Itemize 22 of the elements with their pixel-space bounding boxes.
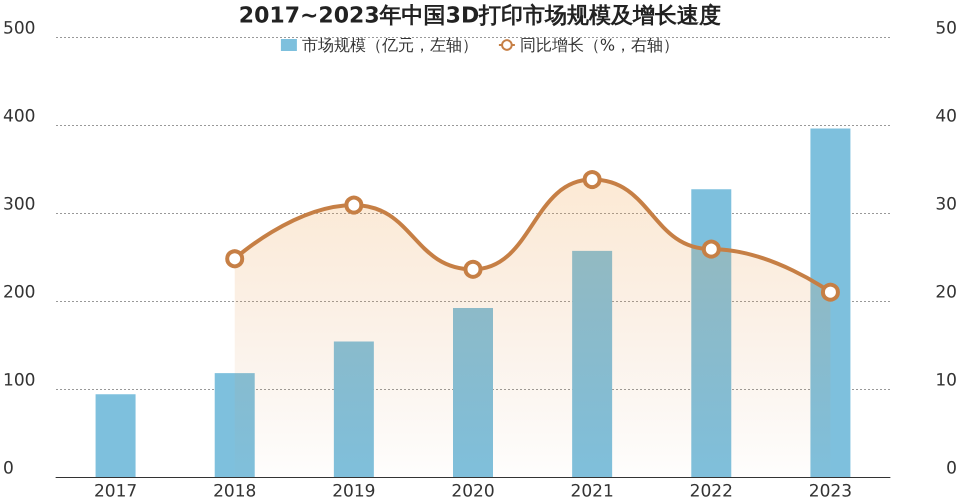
x-tick-label: 2018 [213,482,256,500]
y-tick-label: 0 [3,458,14,478]
legend-label: 市场规模（亿元，左轴） [302,36,478,54]
chart-title: 2017~2023年中国3D打印市场规模及增长速度 [238,2,722,28]
y-tick-label: 500 [3,18,36,38]
y2-tick-label: 50 [935,18,957,38]
y2-tick-label: 0 [946,458,957,478]
x-tick-label: 2017 [94,482,138,500]
y-tick-label: 300 [3,194,36,214]
x-tick-label: 2023 [808,482,852,500]
y-tick-label: 100 [3,370,36,390]
y2-tick-label: 30 [935,194,957,214]
x-tick-label: 2019 [332,482,376,500]
x-tick-label: 2022 [690,482,733,500]
y-tick-label: 400 [3,106,36,126]
legend-label: 同比增长（%，右轴） [520,36,680,54]
y2-tick-label: 40 [935,106,957,126]
x-tick-label: 2020 [451,482,495,500]
y2-tick-label: 10 [935,370,957,390]
y-tick-label: 200 [3,282,36,302]
y2-tick-label: 20 [935,282,957,302]
x-tick-label: 2021 [570,482,614,500]
